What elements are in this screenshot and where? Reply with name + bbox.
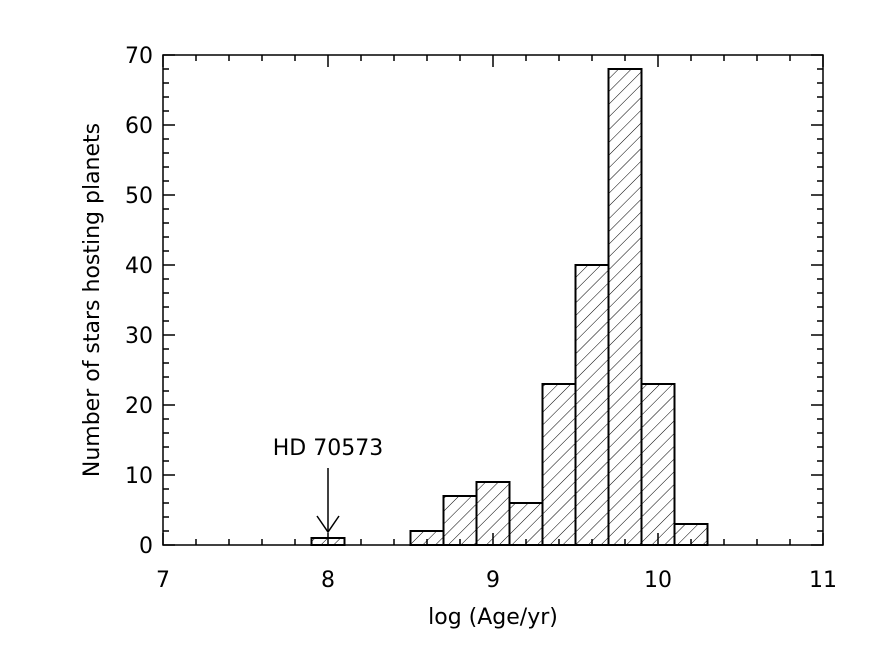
x-tick-label: 11 xyxy=(809,568,837,593)
annotation-layer: HD 70573 xyxy=(273,436,383,534)
x-tick-label: 10 xyxy=(644,568,672,593)
y-axis-label: Number of stars hosting planets xyxy=(80,123,105,477)
x-tick-label: 7 xyxy=(156,568,170,593)
y-tick-label: 20 xyxy=(125,394,153,419)
histogram-bar-2 xyxy=(442,495,478,546)
y-tick-label: 50 xyxy=(125,184,153,209)
x-axis-label: log (Age/yr) xyxy=(428,605,558,630)
y-tick-label: 60 xyxy=(125,114,153,139)
bars-layer xyxy=(310,68,709,546)
histogram-bar-8 xyxy=(640,383,676,546)
axes-layer: 7 8 9 10 11 0 10 20 30 40 50 60 70 xyxy=(125,44,837,593)
histogram-bar-4 xyxy=(508,502,544,546)
plot-frame xyxy=(162,54,824,546)
y-tick-label: 70 xyxy=(125,44,153,69)
histogram-bar-5 xyxy=(541,383,577,546)
annotation-label: HD 70573 xyxy=(273,436,383,461)
y-tick-label: 0 xyxy=(139,534,153,559)
x-tick-label: 9 xyxy=(486,568,500,593)
annotation-arrow-head xyxy=(316,515,340,534)
histogram-bar-6 xyxy=(574,264,610,546)
x-tick-label: 8 xyxy=(321,568,335,593)
histogram-bar-7 xyxy=(607,68,643,546)
y-tick-label: 10 xyxy=(125,464,153,489)
y-tick-label: 40 xyxy=(125,254,153,279)
y-tick-label: 30 xyxy=(125,324,153,349)
